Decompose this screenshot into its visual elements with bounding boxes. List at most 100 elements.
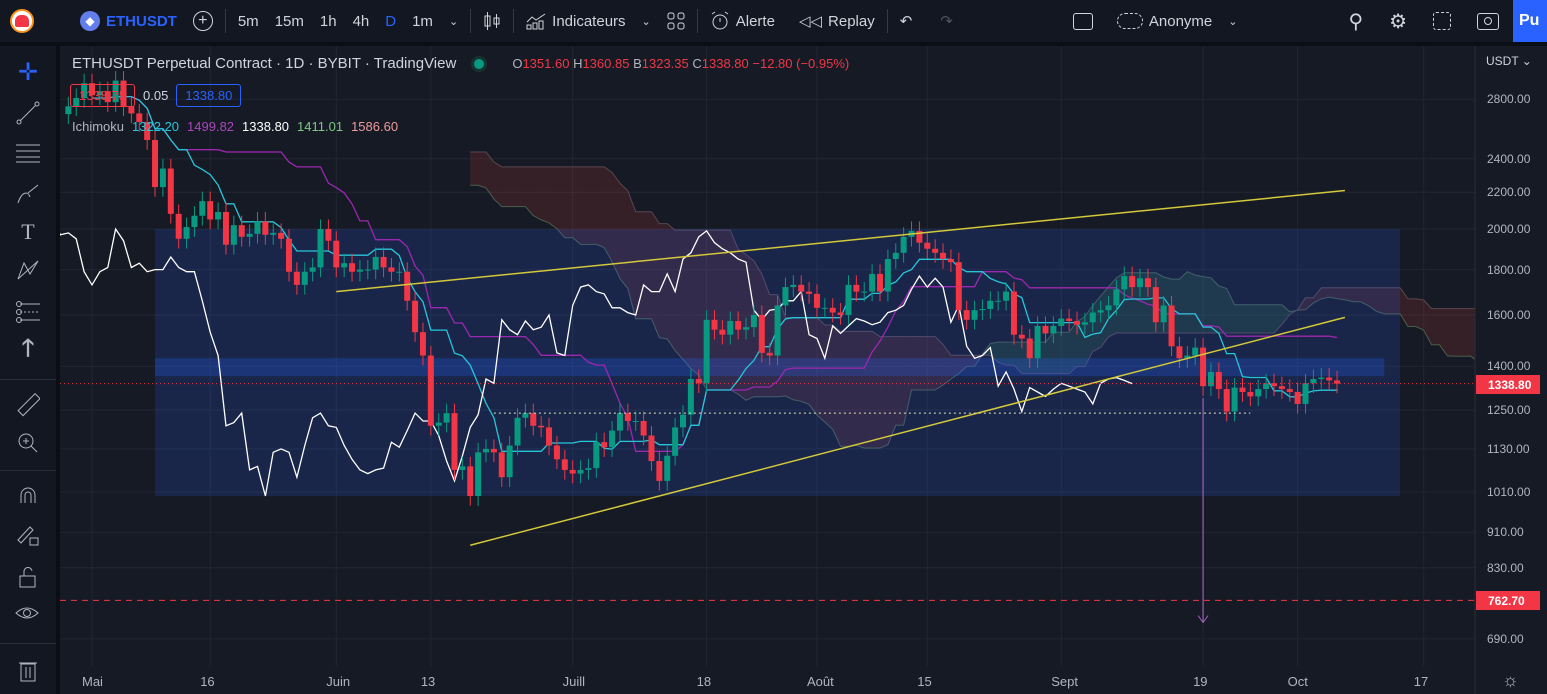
timeframe-D[interactable]: D <box>385 12 397 30</box>
user-avatar[interactable] <box>0 0 42 42</box>
price-tick: 1130.00 <box>1487 441 1530 456</box>
spread-value: 0.05 <box>143 88 169 103</box>
candles-icon <box>484 12 500 30</box>
ichimoku-cloud <box>1187 271 1196 333</box>
candle <box>65 106 72 115</box>
time-tick: Sept <box>1051 674 1078 689</box>
measure-tool[interactable] <box>12 389 44 421</box>
candle <box>317 229 324 268</box>
candle <box>183 227 190 239</box>
candle <box>380 256 387 268</box>
candle <box>932 248 939 253</box>
candle <box>1176 346 1183 359</box>
candle <box>1010 291 1017 335</box>
candle <box>979 308 986 311</box>
publish-button[interactable]: Pu <box>1513 0 1547 42</box>
snapshot-button[interactable] <box>1469 0 1507 42</box>
price-tick: 830.00 <box>1487 560 1524 575</box>
ichimoku-cloud <box>541 166 549 223</box>
chart-type-button[interactable] <box>475 0 509 42</box>
search-button[interactable]: ⚲ <box>1340 0 1371 42</box>
arrow-tool[interactable]: 🡑 <box>12 335 44 367</box>
compare-symbol-button[interactable]: + <box>185 0 221 42</box>
candle <box>309 267 316 272</box>
lock-drawing-tool[interactable] <box>12 519 44 551</box>
fullscreen-button[interactable] <box>1425 0 1459 42</box>
ichimoku-cloud <box>1534 316 1542 363</box>
pattern-tool[interactable] <box>12 254 44 286</box>
candle <box>774 305 781 356</box>
timeframe-15m[interactable]: 15m <box>274 12 304 30</box>
lock-all-tool[interactable] <box>12 561 44 593</box>
sell-button[interactable]: 1338.75 <box>70 84 135 107</box>
chart-pane[interactable] <box>60 46 1547 694</box>
save-layout-button[interactable]: Anonyme ⌄ <box>1109 0 1246 42</box>
ichimoku-cloud <box>730 230 739 395</box>
magnet-tool[interactable] <box>12 481 44 513</box>
ohlc-values: O1351.60 H1360.85 B1323.35 C1338.80 −12.… <box>512 56 850 71</box>
alarm-clock-icon <box>711 11 729 30</box>
axis-settings-button[interactable]: ☼ <box>1502 670 1519 691</box>
candle <box>766 352 773 356</box>
candle <box>1003 291 1010 301</box>
replay-button[interactable]: ◁◁ Replay <box>791 0 883 42</box>
candle <box>1207 371 1214 387</box>
candle <box>1334 380 1341 384</box>
layout-button[interactable] <box>1065 0 1101 42</box>
time-tick: Août <box>806 674 834 689</box>
candle <box>506 445 513 478</box>
ichimoku-cloud <box>486 152 494 200</box>
redo-button[interactable]: ↷ <box>932 0 961 42</box>
ichimoku-legend[interactable]: Ichimoku 1322.20 1499.82 1338.80 1411.01 1586… <box>72 119 398 134</box>
alert-button[interactable]: Alerte <box>702 0 783 42</box>
ichimoku-cloud <box>919 336 928 390</box>
currency-selector[interactable]: USDT ⌄ <box>1486 54 1532 68</box>
timeframe-dropdown[interactable]: ⌄ <box>441 0 466 42</box>
ichimoku-cloud <box>1305 297 1314 310</box>
timeframe-1h[interactable]: 1h <box>319 12 337 30</box>
candle <box>341 263 348 268</box>
pattern-icon <box>17 260 39 280</box>
brush-tool[interactable] <box>12 179 44 211</box>
fib-tool[interactable] <box>12 137 44 169</box>
undo-button[interactable]: ↶ <box>892 0 921 42</box>
ichimoku-cloud <box>470 152 479 186</box>
trash-icon <box>19 662 37 682</box>
unlock-icon <box>19 567 36 588</box>
hide-drawings-tool[interactable] <box>12 599 44 631</box>
prediction-tool[interactable] <box>12 296 44 328</box>
symbol-search-button[interactable]: ◆ ETHUSDT <box>72 0 185 42</box>
ichimoku-cloud <box>509 166 518 207</box>
candle <box>616 413 623 431</box>
zoom-in-icon <box>18 433 38 453</box>
ichimoku-cloud <box>1431 308 1440 345</box>
indicators-button[interactable]: Indicateurs ⌄ <box>518 0 659 42</box>
candle <box>262 221 269 235</box>
ichimoku-cloud <box>1321 287 1330 299</box>
candle <box>1263 383 1270 390</box>
timeframe-5m[interactable]: 5m <box>237 12 259 30</box>
ichimoku-value: 1411.01 <box>297 119 344 134</box>
time-tick: Oct <box>1287 674 1308 689</box>
candle <box>490 448 497 453</box>
candle <box>1026 338 1033 359</box>
templates-button[interactable] <box>659 0 693 42</box>
ichimoku-cloud <box>1313 287 1322 303</box>
candle <box>1089 312 1096 323</box>
candle <box>687 378 694 415</box>
zoom-tool[interactable] <box>12 427 44 459</box>
trendline-tool[interactable] <box>12 97 44 129</box>
time-tick: 17 <box>1413 674 1429 689</box>
ichimoku-cloud <box>1258 304 1267 333</box>
crosshair-tool[interactable]: ✛ <box>12 56 44 88</box>
ichimoku-cloud <box>903 336 912 426</box>
timeframe-4h[interactable]: 4h <box>352 12 370 30</box>
ichimoku-cloud <box>517 166 526 207</box>
buy-button[interactable]: 1338.80 <box>176 84 242 107</box>
candle <box>278 232 285 239</box>
settings-button[interactable]: ⚙ <box>1381 0 1415 42</box>
text-tool[interactable]: T <box>12 216 44 248</box>
timeframe-1m[interactable]: 1m <box>412 12 433 30</box>
remove-drawings-tool[interactable] <box>12 654 44 686</box>
